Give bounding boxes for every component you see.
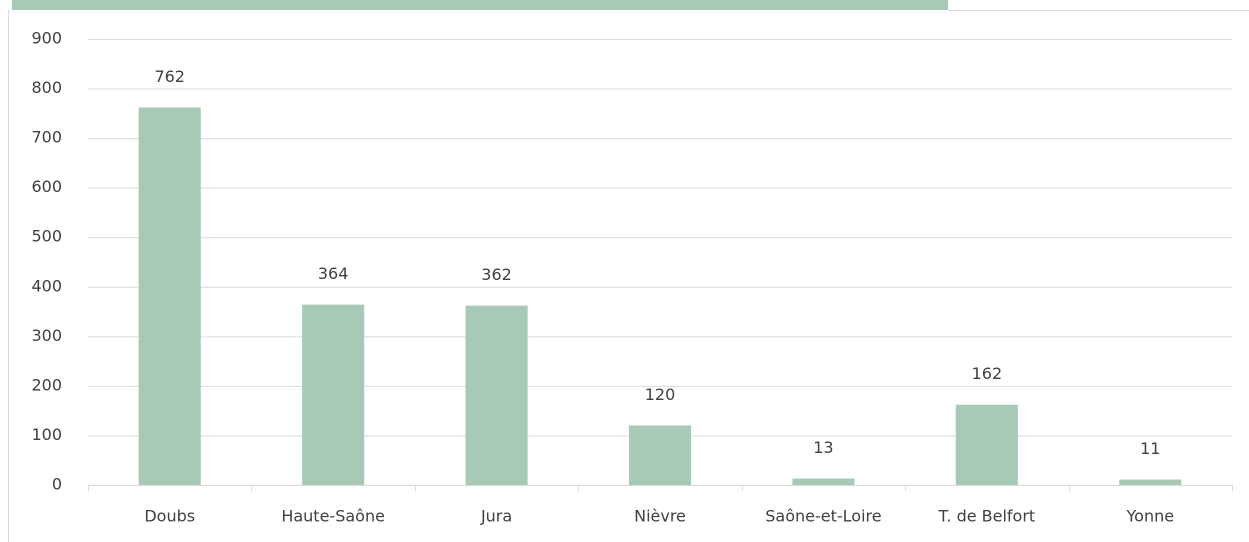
x-tick-label: Haute-Saône [281, 507, 385, 526]
x-tick-label: Yonne [1126, 507, 1175, 526]
y-tick-label: 700 [31, 128, 62, 147]
y-tick-label: 300 [31, 326, 62, 345]
y-tick-label: 200 [31, 375, 62, 394]
header-strip [12, 0, 948, 10]
bar [792, 478, 855, 485]
y-tick-label: 600 [31, 177, 62, 196]
x-tick-label: T. de Belfort [938, 507, 1036, 526]
x-tick-label: Doubs [144, 507, 195, 526]
y-tick-label: 900 [31, 29, 62, 48]
data-label: 362 [481, 265, 512, 284]
data-label: 11 [1140, 439, 1160, 458]
y-tick-label: 800 [31, 78, 62, 97]
bar [955, 404, 1018, 485]
data-label: 364 [318, 264, 349, 283]
y-tick-label: 400 [31, 276, 62, 295]
x-tick-label: Jura [480, 507, 512, 526]
bar [138, 107, 201, 486]
bar [628, 425, 692, 485]
y-tick-label: 100 [31, 425, 62, 444]
bar [465, 305, 528, 485]
data-label: 13 [813, 438, 833, 457]
data-label: 120 [645, 385, 676, 404]
y-tick-label: 0 [52, 475, 62, 494]
bar [302, 304, 365, 485]
data-label: 762 [154, 67, 185, 86]
x-tick-label: Saône-et-Loire [765, 507, 881, 526]
data-label: 162 [972, 364, 1003, 383]
bar [1119, 479, 1182, 485]
x-tick-label: Nièvre [634, 507, 686, 526]
y-tick-label: 500 [31, 227, 62, 246]
